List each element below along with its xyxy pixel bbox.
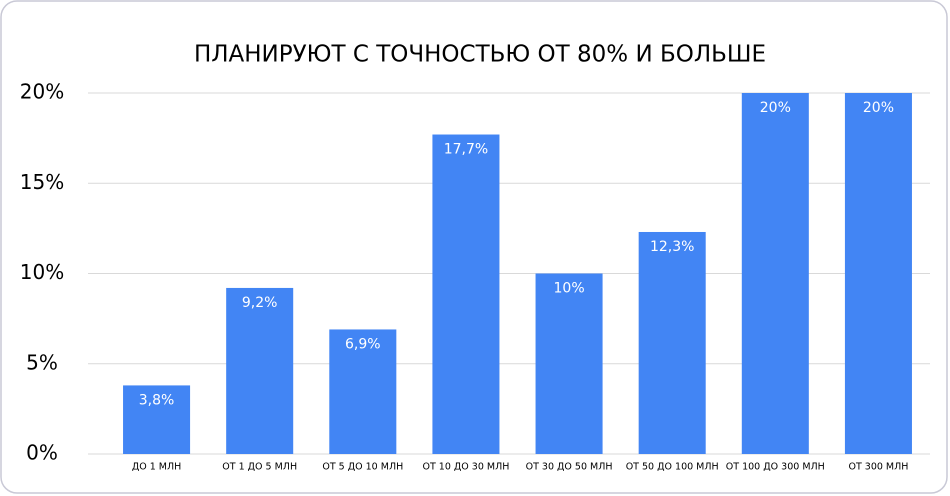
bar [329, 329, 397, 454]
value-label: 20% [760, 100, 791, 116]
value-label: 9,2% [242, 295, 278, 311]
value-label: 12,3% [650, 239, 694, 255]
bar [844, 93, 912, 454]
value-label: 17,7% [444, 142, 488, 158]
x-tick-label: ОТ 100 ДО 300 МЛН [726, 462, 825, 473]
y-tick-label: 20% [20, 80, 64, 104]
y-tick-label: 0% [26, 441, 58, 465]
value-label: 10% [554, 281, 585, 297]
x-tick-label: ДО 1 МЛН [132, 462, 181, 473]
bar [638, 231, 706, 454]
x-tick-label: ОТ 300 МЛН [848, 462, 908, 473]
x-tick-label: ОТ 30 ДО 50 МЛН [526, 462, 613, 473]
bar [123, 385, 191, 454]
x-tick-label: ОТ 50 ДО 100 МЛН [626, 462, 719, 473]
value-label: 20% [863, 100, 894, 116]
chart-title: ПЛАНИРУЮТ С ТОЧНОСТЬЮ ОТ 80% И БОЛЬШЕ [194, 42, 766, 68]
bar [535, 273, 603, 454]
value-label: 6,9% [345, 336, 381, 352]
x-tick-label: ОТ 5 ДО 10 МЛН [322, 462, 403, 473]
x-tick-label: ОТ 10 ДО 30 МЛН [422, 462, 509, 473]
x-tick-label: ОТ 1 ДО 5 МЛН [222, 462, 297, 473]
bar [741, 93, 809, 454]
y-tick-label: 15% [20, 170, 64, 194]
y-tick-label: 10% [20, 260, 64, 284]
value-label: 3,8% [139, 392, 175, 408]
y-tick-label: 5% [26, 350, 58, 374]
bar [432, 134, 500, 454]
bar [226, 287, 294, 454]
